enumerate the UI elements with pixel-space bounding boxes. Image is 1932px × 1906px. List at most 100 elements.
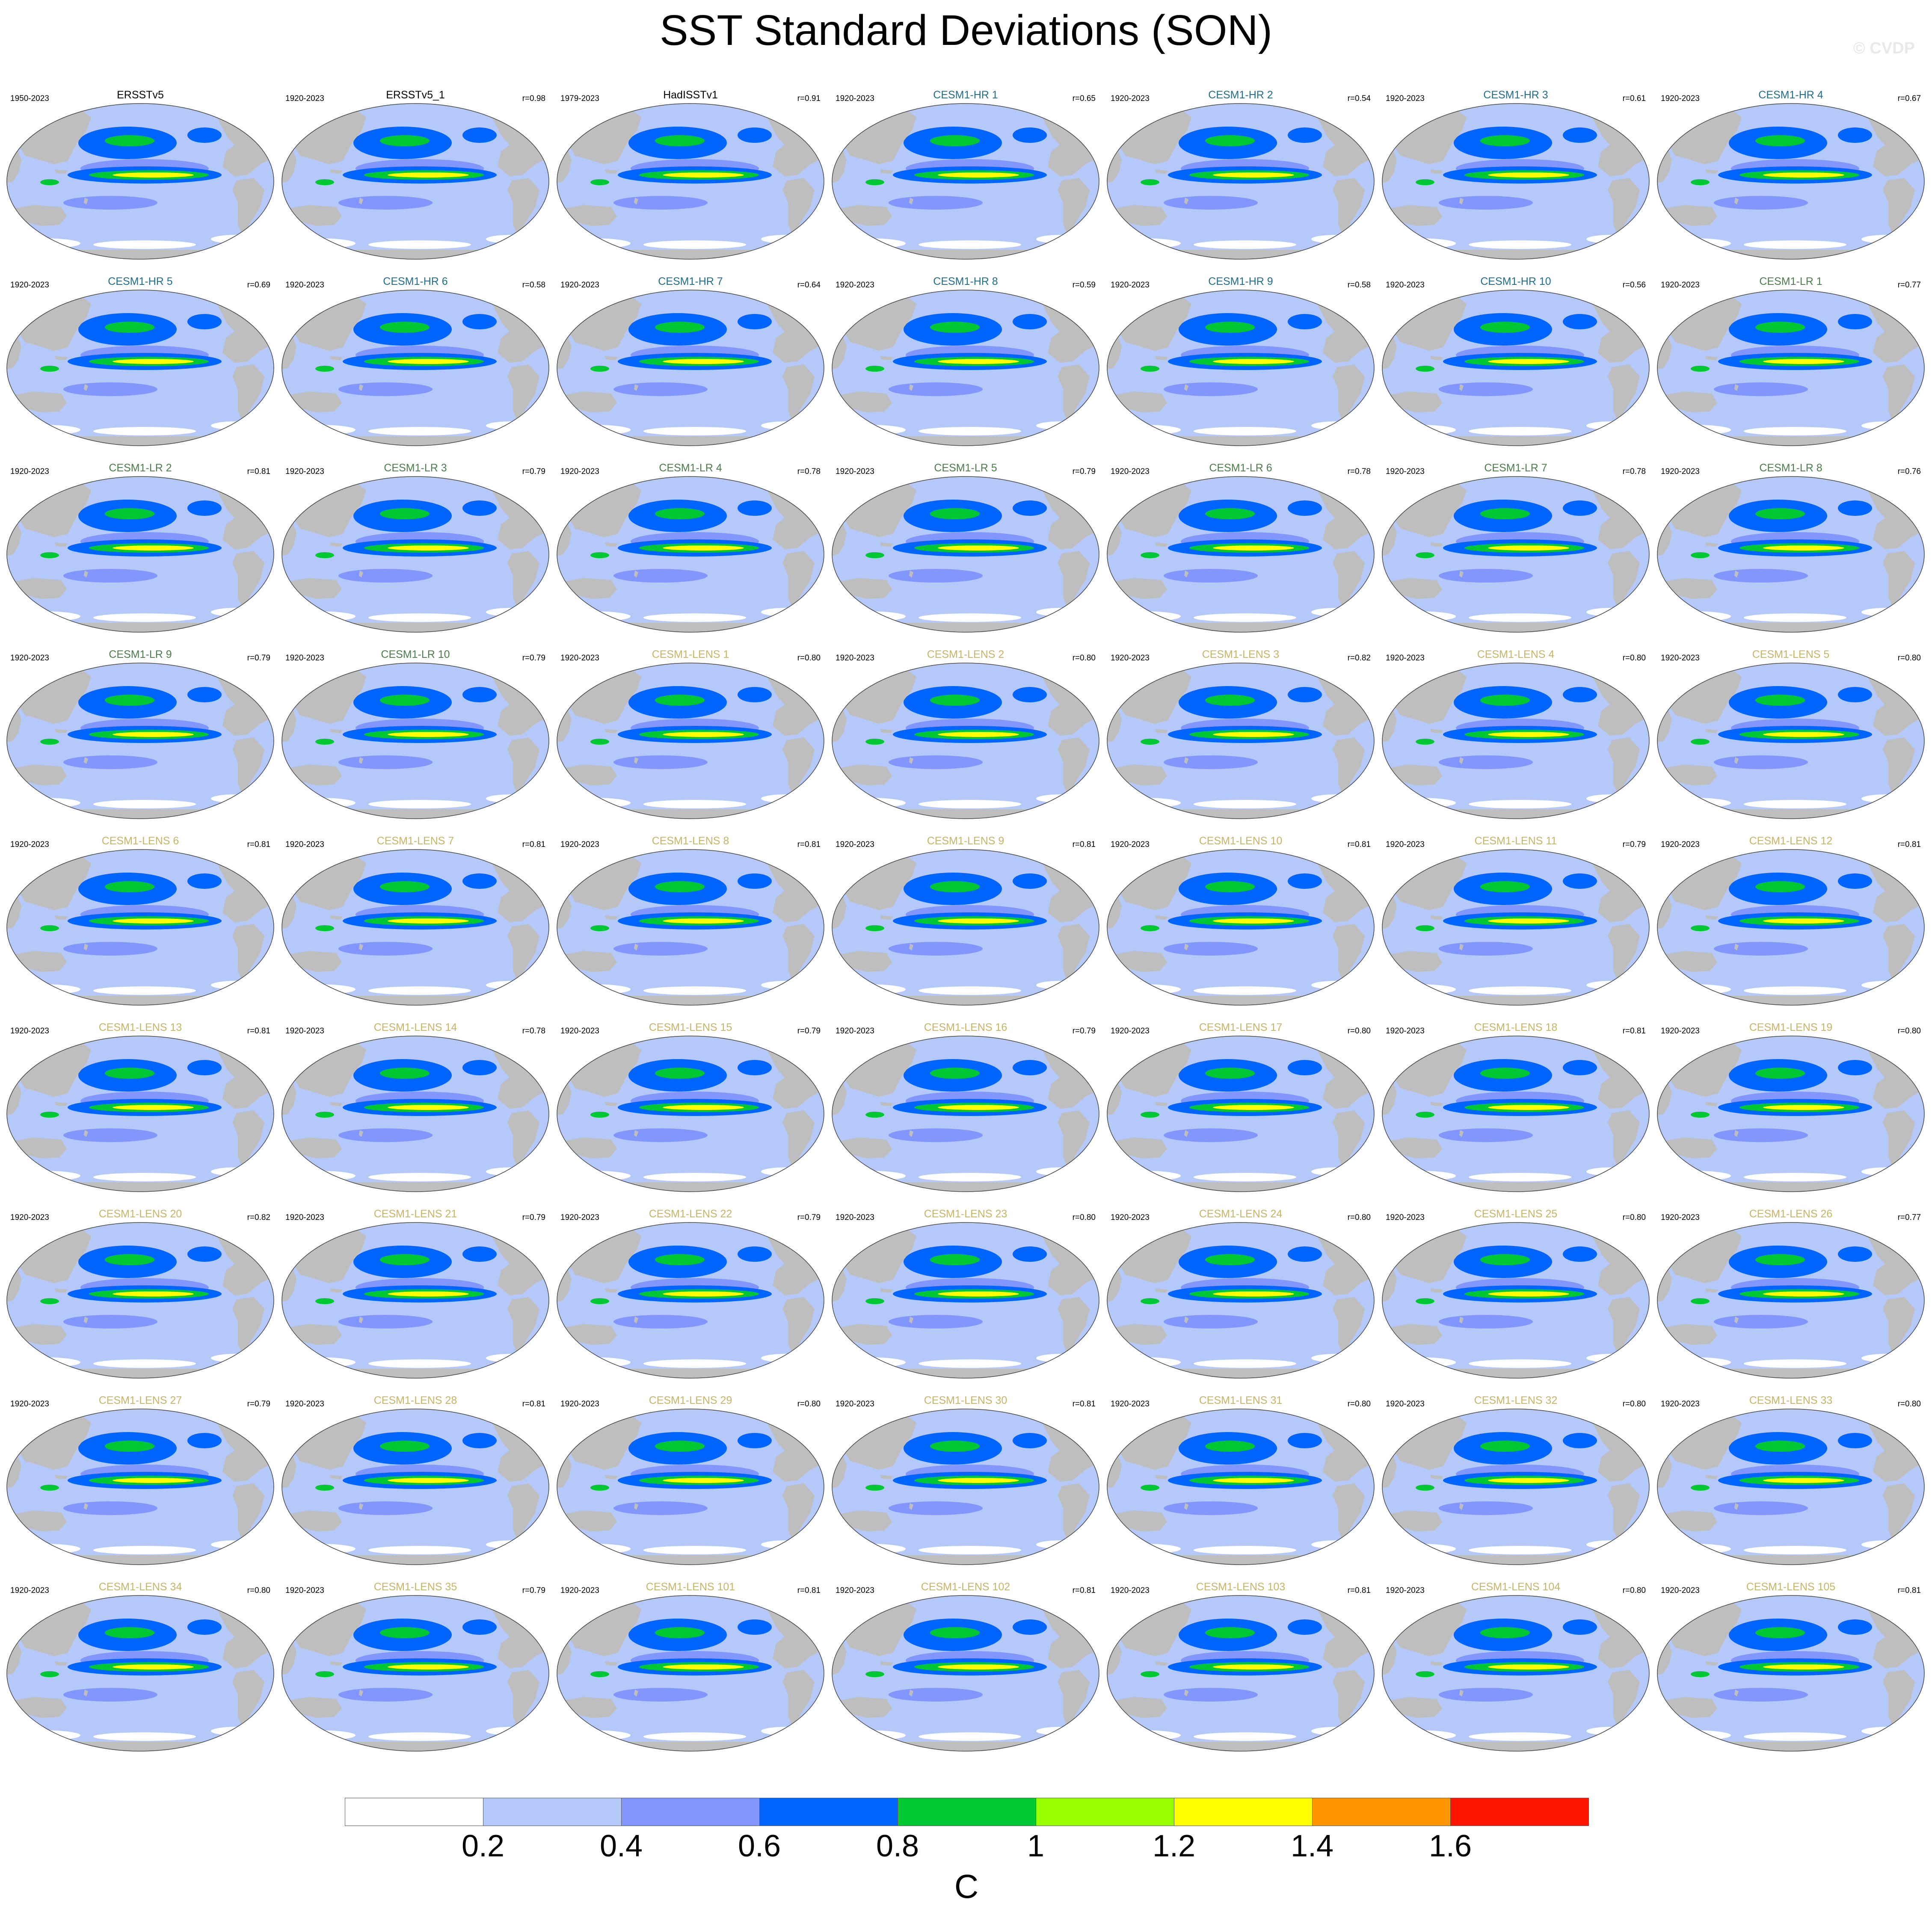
south-america: [1058, 924, 1090, 983]
variability-band: [613, 1128, 708, 1142]
australia: [282, 951, 342, 972]
panel-years: 1920-2023: [1661, 840, 1700, 849]
enso-band: [938, 1664, 1019, 1669]
indian-ocean-dipole: [1691, 925, 1710, 931]
australia: [282, 391, 342, 412]
world-map: [832, 1409, 1099, 1565]
panel-correlation: r=0.79: [1072, 467, 1096, 476]
panel-title: CESM1-LENS 11: [1474, 835, 1557, 847]
gulf-stream-variability: [1838, 1060, 1872, 1075]
variability-band: [613, 196, 708, 210]
indian-ocean-dipole: [1141, 1112, 1159, 1118]
map-panel: 1920-2023 CESM1-LENS 14 r=0.78: [279, 1014, 552, 1198]
low-variability-patch: [93, 800, 196, 808]
panel-years: 1920-2023: [836, 840, 874, 849]
colorbar-tick-label: 0.2: [461, 1829, 505, 1863]
enso-band: [1213, 172, 1294, 178]
world-map: [1382, 663, 1650, 819]
new-zealand: [1734, 944, 1739, 950]
map-panel: 1920-2023 CESM1-LENS 2 r=0.80: [829, 641, 1102, 825]
new-zealand: [1459, 571, 1464, 577]
australia: [1657, 764, 1717, 785]
low-variability-patch: [93, 1732, 196, 1741]
gulf-stream-variability: [187, 1433, 222, 1448]
enso-band: [113, 1105, 194, 1110]
indian-ocean-dipole: [1416, 1298, 1434, 1304]
world-map: [1657, 476, 1925, 633]
indian-ocean-dipole: [1691, 1298, 1710, 1304]
south-america: [1608, 1110, 1640, 1169]
enso-band: [1763, 172, 1844, 178]
gulf-stream-variability: [462, 687, 497, 702]
australia: [7, 1137, 67, 1158]
low-variability-patch: [643, 1173, 746, 1181]
new-zealand: [909, 198, 913, 204]
south-america: [1608, 924, 1640, 983]
panel-years: 1920-2023: [1111, 1213, 1150, 1222]
map-panel: 1920-2023 CESM1-LR 6 r=0.78: [1104, 454, 1378, 638]
map-panel: 1920-2023 CESM1-LENS 10 r=0.81: [1104, 827, 1378, 1011]
maritime-continent: [1155, 169, 1168, 174]
maritime-continent: [1430, 915, 1443, 920]
gulf-stream-variability: [1013, 1060, 1047, 1075]
variability-band: [338, 942, 433, 956]
indian-ocean-dipole: [40, 552, 59, 558]
indian-ocean-dipole: [590, 179, 609, 185]
world-map: [6, 849, 274, 1006]
australia: [1382, 951, 1442, 972]
antarctica: [557, 436, 824, 446]
new-zealand: [634, 1690, 638, 1696]
map-panel: 1920-2023 CESM1-LENS 26 r=0.77: [1654, 1200, 1928, 1384]
map-panel: 1920-2023 CESM1-HR 9 r=0.58: [1104, 268, 1378, 452]
indian-ocean-dipole: [865, 179, 884, 185]
antarctica: [832, 996, 1099, 1005]
indian-ocean-dipole: [315, 739, 334, 745]
panel-years: 1920-2023: [1386, 467, 1425, 476]
antarctica: [7, 623, 274, 632]
antarctica: [1382, 436, 1649, 446]
world-map: [832, 103, 1099, 260]
panel-title: CESM1-HR 7: [658, 275, 723, 287]
enso-band: [113, 918, 194, 923]
map-panel: 1920-2023 CESM1-LENS 12 r=0.81: [1654, 827, 1928, 1011]
enso-band: [1763, 732, 1844, 737]
australia: [1382, 1324, 1442, 1345]
colorbar-swatch: [1036, 1798, 1174, 1826]
south-america: [1608, 737, 1640, 796]
map-panel: 1920-2023 CESM1-LR 7 r=0.78: [1379, 454, 1653, 638]
enso-band: [938, 1478, 1019, 1483]
enso-band: [388, 918, 469, 923]
indian-ocean-dipole: [1691, 179, 1710, 185]
low-variability-patch: [1194, 240, 1296, 249]
panel-years: 1920-2023: [1111, 467, 1150, 476]
gulf-stream-variability: [1288, 1433, 1322, 1448]
antarctica: [1107, 996, 1374, 1005]
map-panel: 1920-2023 CESM1-HR 4 r=0.67: [1654, 81, 1928, 265]
antarctica: [1657, 623, 1924, 632]
variability-band: [1714, 1315, 1808, 1329]
gulf-stream-variability: [1563, 687, 1597, 702]
panel-title: CESM1-LR 10: [381, 648, 450, 660]
maritime-continent: [55, 729, 68, 733]
indian-ocean-dipole: [1141, 366, 1159, 372]
australia: [1107, 1510, 1167, 1531]
world-map: [1382, 1595, 1650, 1752]
panel-title: CESM1-HR 1: [933, 89, 998, 101]
variability-band: [1164, 382, 1258, 396]
panel-correlation: r=0.80: [1897, 654, 1921, 663]
australia: [557, 1324, 617, 1345]
low-variability-patch: [1744, 1173, 1846, 1181]
antarctica: [7, 1555, 274, 1565]
low-variability-patch: [919, 1359, 1021, 1368]
panel-correlation: r=0.81: [1347, 1586, 1371, 1595]
low-variability-patch: [1586, 1540, 1638, 1549]
low-variability-patch: [1194, 427, 1296, 435]
south-america: [1883, 1670, 1915, 1729]
gulf-stream-variability: [1013, 1246, 1047, 1262]
maritime-continent: [880, 1102, 893, 1106]
indian-ocean-dipole: [315, 1112, 334, 1118]
low-variability-patch: [1194, 1732, 1296, 1741]
panel-title: CESM1-LENS 21: [373, 1208, 457, 1220]
north-pacific-variability: [1755, 135, 1805, 146]
gulf-stream-variability: [1563, 1060, 1597, 1075]
